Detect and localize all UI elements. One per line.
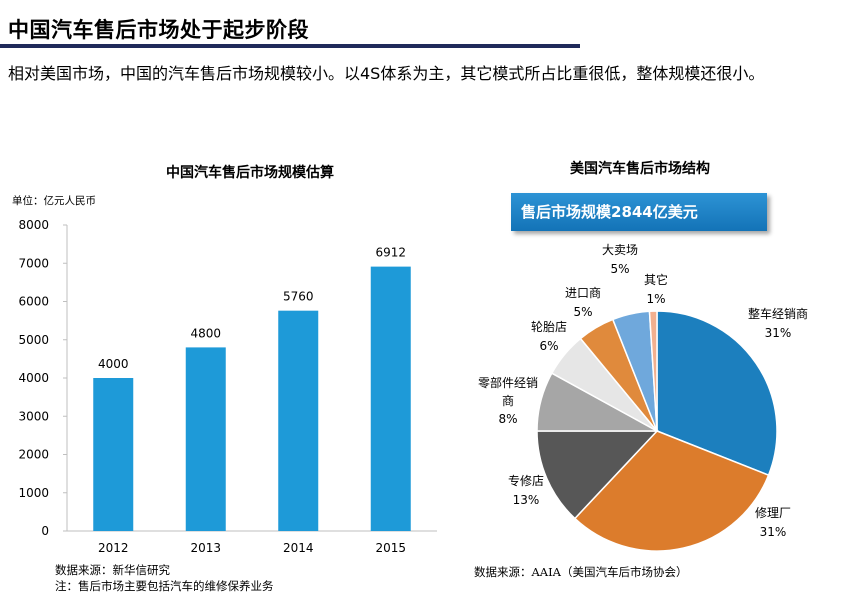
- pie-slice-label: 轮胎店: [531, 320, 567, 334]
- pie-slice: [573, 430, 770, 552]
- pie-chart-title: 美国汽车售后市场结构: [570, 161, 710, 177]
- x-tick-label: 2015: [375, 541, 406, 555]
- bar: [185, 347, 226, 531]
- bar-chart-note: 注：售后市场主要包括汽车的维修保养业务: [55, 579, 274, 593]
- pie-slice-percent: 5%: [573, 305, 592, 319]
- pie-slice-label-cont: 商: [502, 393, 514, 408]
- pie-slice-label: 整车经销商: [748, 306, 808, 321]
- x-tick-label: 2013: [190, 541, 221, 555]
- pie-slice-label: 专修店: [508, 473, 544, 488]
- pie-slice-label: 零部件经销: [478, 375, 538, 390]
- pie-slice-label: 进口商: [565, 285, 601, 300]
- pie-slice-percent: 31%: [760, 525, 787, 539]
- slide-subtitle: 相对美国市场，中国的汽车售后市场规模较小。以4S体系为主，其它模式所占比重很低，…: [8, 64, 765, 83]
- pie-slice-percent: 1%: [646, 292, 665, 306]
- bar-value-label: 4800: [190, 326, 221, 340]
- title-rule: [0, 44, 580, 48]
- y-tick-label: 3000: [18, 409, 49, 423]
- y-tick-label: 4000: [18, 371, 49, 385]
- pie-slice: [536, 430, 659, 520]
- y-tick-label: 8000: [18, 218, 49, 232]
- y-tick-label: 6000: [18, 295, 49, 309]
- bar: [93, 378, 134, 531]
- bar-chart-source: 数据来源：新华信研究: [55, 563, 170, 577]
- x-tick-label: 2014: [283, 541, 314, 555]
- pie-slice-percent: 8%: [498, 412, 517, 426]
- pie-slice-label: 大卖场: [602, 243, 638, 257]
- y-tick-label: 1000: [18, 486, 49, 500]
- y-tick-label: 2000: [18, 448, 49, 462]
- bar: [370, 266, 411, 531]
- bar-chart-unit: 单位：亿元人民币: [12, 195, 96, 207]
- y-tick-label: 0: [41, 524, 49, 538]
- bar-value-label: 4000: [98, 357, 129, 371]
- pie-slice-label: 修理厂: [755, 505, 791, 520]
- pie-slice: [648, 310, 658, 432]
- market-size-banner: 售后市场规模2844亿美元: [511, 193, 767, 231]
- pie-slice-percent: 5%: [610, 262, 629, 276]
- bar-chart-title: 中国汽车售后市场规模估算: [166, 165, 334, 181]
- bar-value-label: 5760: [283, 290, 314, 304]
- bar-value-label: 6912: [375, 246, 406, 260]
- pie-slice-percent: 13%: [513, 493, 540, 507]
- bar: [278, 310, 319, 531]
- y-tick-label: 5000: [18, 333, 49, 347]
- x-tick-label: 2012: [98, 541, 129, 555]
- y-tick-label: 7000: [18, 256, 49, 270]
- slide-title: 中国汽车售后市场处于起步阶段: [8, 18, 309, 42]
- pie-slice: [656, 310, 778, 477]
- pie-chart-source: 数据来源：AAIA（美国汽车后市场协会）: [474, 565, 688, 579]
- pie-slice-percent: 6%: [539, 339, 558, 353]
- pie-slice-percent: 31%: [765, 326, 792, 340]
- pie-slice-label: 其它: [644, 272, 668, 287]
